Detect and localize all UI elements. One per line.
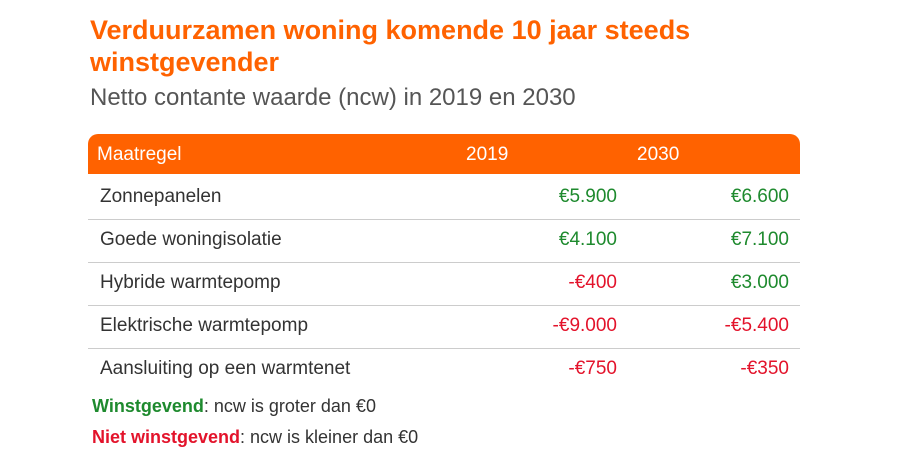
value-cell: -€9.000 xyxy=(552,315,617,336)
value-cell: €4.100 xyxy=(558,229,617,250)
value-cell: €6.600 xyxy=(730,186,789,207)
legend-item: Niet winstgevend: ncw is kleiner dan €0 xyxy=(92,427,418,448)
value-cell: -€750 xyxy=(568,358,617,379)
row-divider xyxy=(88,305,800,306)
legend-term: Winstgevend xyxy=(92,396,204,416)
legend-text: : ncw is kleiner dan €0 xyxy=(240,427,419,447)
row-label: Aansluiting op een warmtenet xyxy=(100,358,351,379)
column-header: 2019 xyxy=(466,144,509,165)
title: Verduurzamen woning komende 10 jaar stee… xyxy=(90,15,691,77)
row-label: Hybride warmtepomp xyxy=(100,272,281,293)
legend-text: : ncw is groter dan €0 xyxy=(203,396,376,416)
legend-term: Niet winstgevend xyxy=(92,427,241,447)
column-header: Maatregel xyxy=(97,144,182,165)
row-label: Zonnepanelen xyxy=(100,186,222,207)
legend-item: Winstgevend: ncw is groter dan €0 xyxy=(92,396,376,417)
value-cell: €7.100 xyxy=(730,229,789,250)
row-label: Goede woningisolatie xyxy=(100,229,282,250)
row-label: Elektrische warmtepomp xyxy=(100,315,309,336)
value-cell: -€5.400 xyxy=(724,315,789,336)
table-header xyxy=(88,134,800,174)
column-header: 2030 xyxy=(637,144,680,165)
subtitle: Netto contante waarde (ncw) in 2019 en 2… xyxy=(90,84,576,111)
row-divider xyxy=(88,219,800,220)
value-cell: €3.000 xyxy=(730,272,789,293)
row-divider xyxy=(88,348,800,349)
value-cell: €5.900 xyxy=(558,186,617,207)
value-cell: -€350 xyxy=(740,358,789,379)
value-cell: -€400 xyxy=(568,272,617,293)
row-divider xyxy=(88,262,800,263)
